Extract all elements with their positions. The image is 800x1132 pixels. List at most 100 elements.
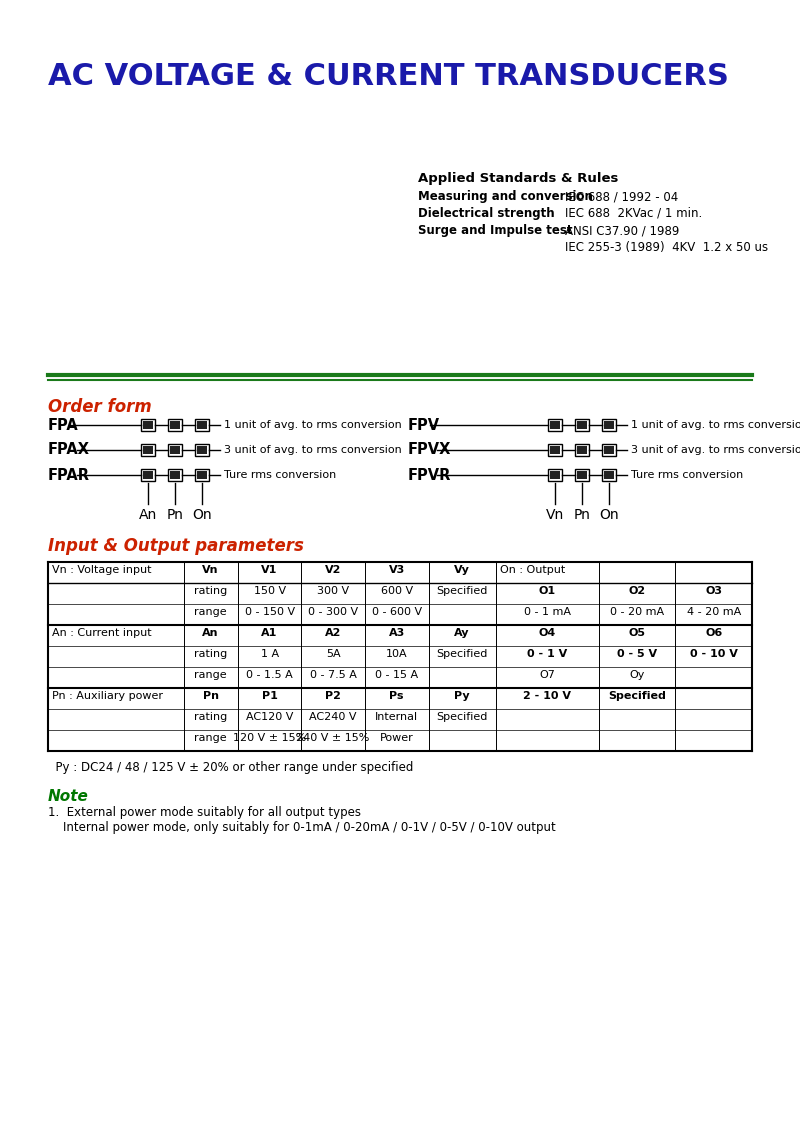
Text: Specified: Specified bbox=[437, 649, 488, 659]
Text: Measuring and conversion: Measuring and conversion bbox=[418, 190, 593, 203]
Text: 1 A: 1 A bbox=[261, 649, 278, 659]
Text: IEC 688  2KVac / 1 min.: IEC 688 2KVac / 1 min. bbox=[565, 207, 702, 220]
Text: range: range bbox=[194, 670, 227, 680]
Text: Applied Standards & Rules: Applied Standards & Rules bbox=[418, 172, 618, 185]
Text: Power: Power bbox=[380, 734, 414, 743]
Text: 0 - 1 mA: 0 - 1 mA bbox=[524, 607, 570, 617]
Text: O6: O6 bbox=[705, 628, 722, 638]
Text: IEC 688 / 1992 - 04: IEC 688 / 1992 - 04 bbox=[565, 190, 678, 203]
Text: 600 V: 600 V bbox=[381, 586, 413, 597]
Text: Vn : Voltage input: Vn : Voltage input bbox=[52, 565, 151, 575]
Text: 0 - 15 A: 0 - 15 A bbox=[375, 670, 418, 680]
Text: FPAX: FPAX bbox=[48, 443, 90, 457]
Text: Vy: Vy bbox=[454, 565, 470, 575]
Bar bbox=[168, 444, 182, 456]
Text: AC VOLTAGE & CURRENT TRANSDUCERS: AC VOLTAGE & CURRENT TRANSDUCERS bbox=[48, 62, 729, 91]
Text: Surge and Impulse test: Surge and Impulse test bbox=[418, 224, 573, 237]
Text: Internal power mode, only suitably for 0-1mA / 0-20mA / 0-1V / 0-5V / 0-10V outp: Internal power mode, only suitably for 0… bbox=[48, 821, 556, 834]
Text: range: range bbox=[194, 607, 227, 617]
Text: 300 V: 300 V bbox=[317, 586, 350, 597]
Text: P1: P1 bbox=[262, 691, 278, 701]
Text: AC120 V: AC120 V bbox=[246, 712, 294, 722]
Text: 240 V ± 15%: 240 V ± 15% bbox=[297, 734, 370, 743]
Text: V2: V2 bbox=[325, 565, 342, 575]
Text: Specified: Specified bbox=[608, 691, 666, 701]
Text: 5A: 5A bbox=[326, 649, 341, 659]
Text: O1: O1 bbox=[538, 586, 556, 597]
Text: Vn: Vn bbox=[202, 565, 219, 575]
Bar bbox=[195, 444, 209, 456]
Text: FPV: FPV bbox=[408, 418, 440, 432]
Bar bbox=[143, 421, 153, 429]
Text: On: On bbox=[192, 508, 212, 522]
Bar bbox=[602, 444, 616, 456]
Text: 1.  External power mode suitably for all output types: 1. External power mode suitably for all … bbox=[48, 806, 361, 818]
Bar bbox=[195, 419, 209, 431]
Bar bbox=[197, 421, 207, 429]
Text: Specified: Specified bbox=[437, 712, 488, 722]
Bar bbox=[168, 419, 182, 431]
Text: FPAR: FPAR bbox=[48, 468, 90, 482]
Text: 4 - 20 mA: 4 - 20 mA bbox=[686, 607, 741, 617]
Bar bbox=[170, 421, 180, 429]
Bar bbox=[575, 469, 589, 481]
Text: Vn: Vn bbox=[546, 508, 564, 522]
Bar bbox=[548, 444, 562, 456]
Text: range: range bbox=[194, 734, 227, 743]
Text: 0 - 10 V: 0 - 10 V bbox=[690, 649, 738, 659]
Text: 0 - 7.5 A: 0 - 7.5 A bbox=[310, 670, 357, 680]
Bar bbox=[143, 446, 153, 454]
Bar bbox=[577, 446, 587, 454]
Bar bbox=[195, 469, 209, 481]
Text: 0 - 5 V: 0 - 5 V bbox=[617, 649, 657, 659]
Bar bbox=[604, 471, 614, 479]
Bar bbox=[548, 419, 562, 431]
Text: O7: O7 bbox=[539, 670, 555, 680]
Bar bbox=[141, 419, 155, 431]
Bar bbox=[143, 471, 153, 479]
Text: Pn: Pn bbox=[202, 691, 218, 701]
Text: O2: O2 bbox=[629, 586, 646, 597]
Text: Py: Py bbox=[454, 691, 470, 701]
Bar bbox=[577, 471, 587, 479]
Text: On: On bbox=[599, 508, 619, 522]
Text: O5: O5 bbox=[629, 628, 646, 638]
Text: rating: rating bbox=[194, 586, 227, 597]
Bar bbox=[577, 421, 587, 429]
Text: IEC 255-3 (1989)  4KV  1.2 x 50 us: IEC 255-3 (1989) 4KV 1.2 x 50 us bbox=[565, 241, 768, 254]
Bar bbox=[575, 419, 589, 431]
Bar bbox=[602, 419, 616, 431]
Bar bbox=[170, 471, 180, 479]
Text: V1: V1 bbox=[262, 565, 278, 575]
Text: Dielectrical strength: Dielectrical strength bbox=[418, 207, 554, 220]
Bar bbox=[550, 446, 560, 454]
Bar bbox=[575, 444, 589, 456]
Text: A2: A2 bbox=[325, 628, 342, 638]
Text: 2 - 10 V: 2 - 10 V bbox=[523, 691, 571, 701]
Text: 0 - 600 V: 0 - 600 V bbox=[372, 607, 422, 617]
Text: A3: A3 bbox=[389, 628, 405, 638]
Text: 1 unit of avg. to rms conversion: 1 unit of avg. to rms conversion bbox=[631, 420, 800, 430]
Bar bbox=[141, 444, 155, 456]
Text: Pn: Pn bbox=[166, 508, 183, 522]
Bar bbox=[168, 469, 182, 481]
Bar bbox=[141, 469, 155, 481]
Text: FPA: FPA bbox=[48, 418, 78, 432]
Text: Pn : Auxiliary power: Pn : Auxiliary power bbox=[52, 691, 163, 701]
Text: 0 - 1.5 A: 0 - 1.5 A bbox=[246, 670, 293, 680]
Text: rating: rating bbox=[194, 649, 227, 659]
Text: 10A: 10A bbox=[386, 649, 407, 659]
Text: 0 - 1 V: 0 - 1 V bbox=[527, 649, 567, 659]
Bar bbox=[197, 471, 207, 479]
Text: Note: Note bbox=[48, 789, 89, 804]
Text: 1 unit of avg. to rms conversion: 1 unit of avg. to rms conversion bbox=[224, 420, 402, 430]
Text: Internal: Internal bbox=[375, 712, 418, 722]
Text: ANSI C37.90 / 1989: ANSI C37.90 / 1989 bbox=[565, 224, 679, 237]
Text: Oy: Oy bbox=[630, 670, 645, 680]
Bar bbox=[170, 446, 180, 454]
Text: FPVX: FPVX bbox=[408, 443, 451, 457]
Text: Order form: Order form bbox=[48, 398, 152, 415]
Text: On : Output: On : Output bbox=[500, 565, 565, 575]
Text: Ps: Ps bbox=[390, 691, 404, 701]
Text: Ay: Ay bbox=[454, 628, 470, 638]
